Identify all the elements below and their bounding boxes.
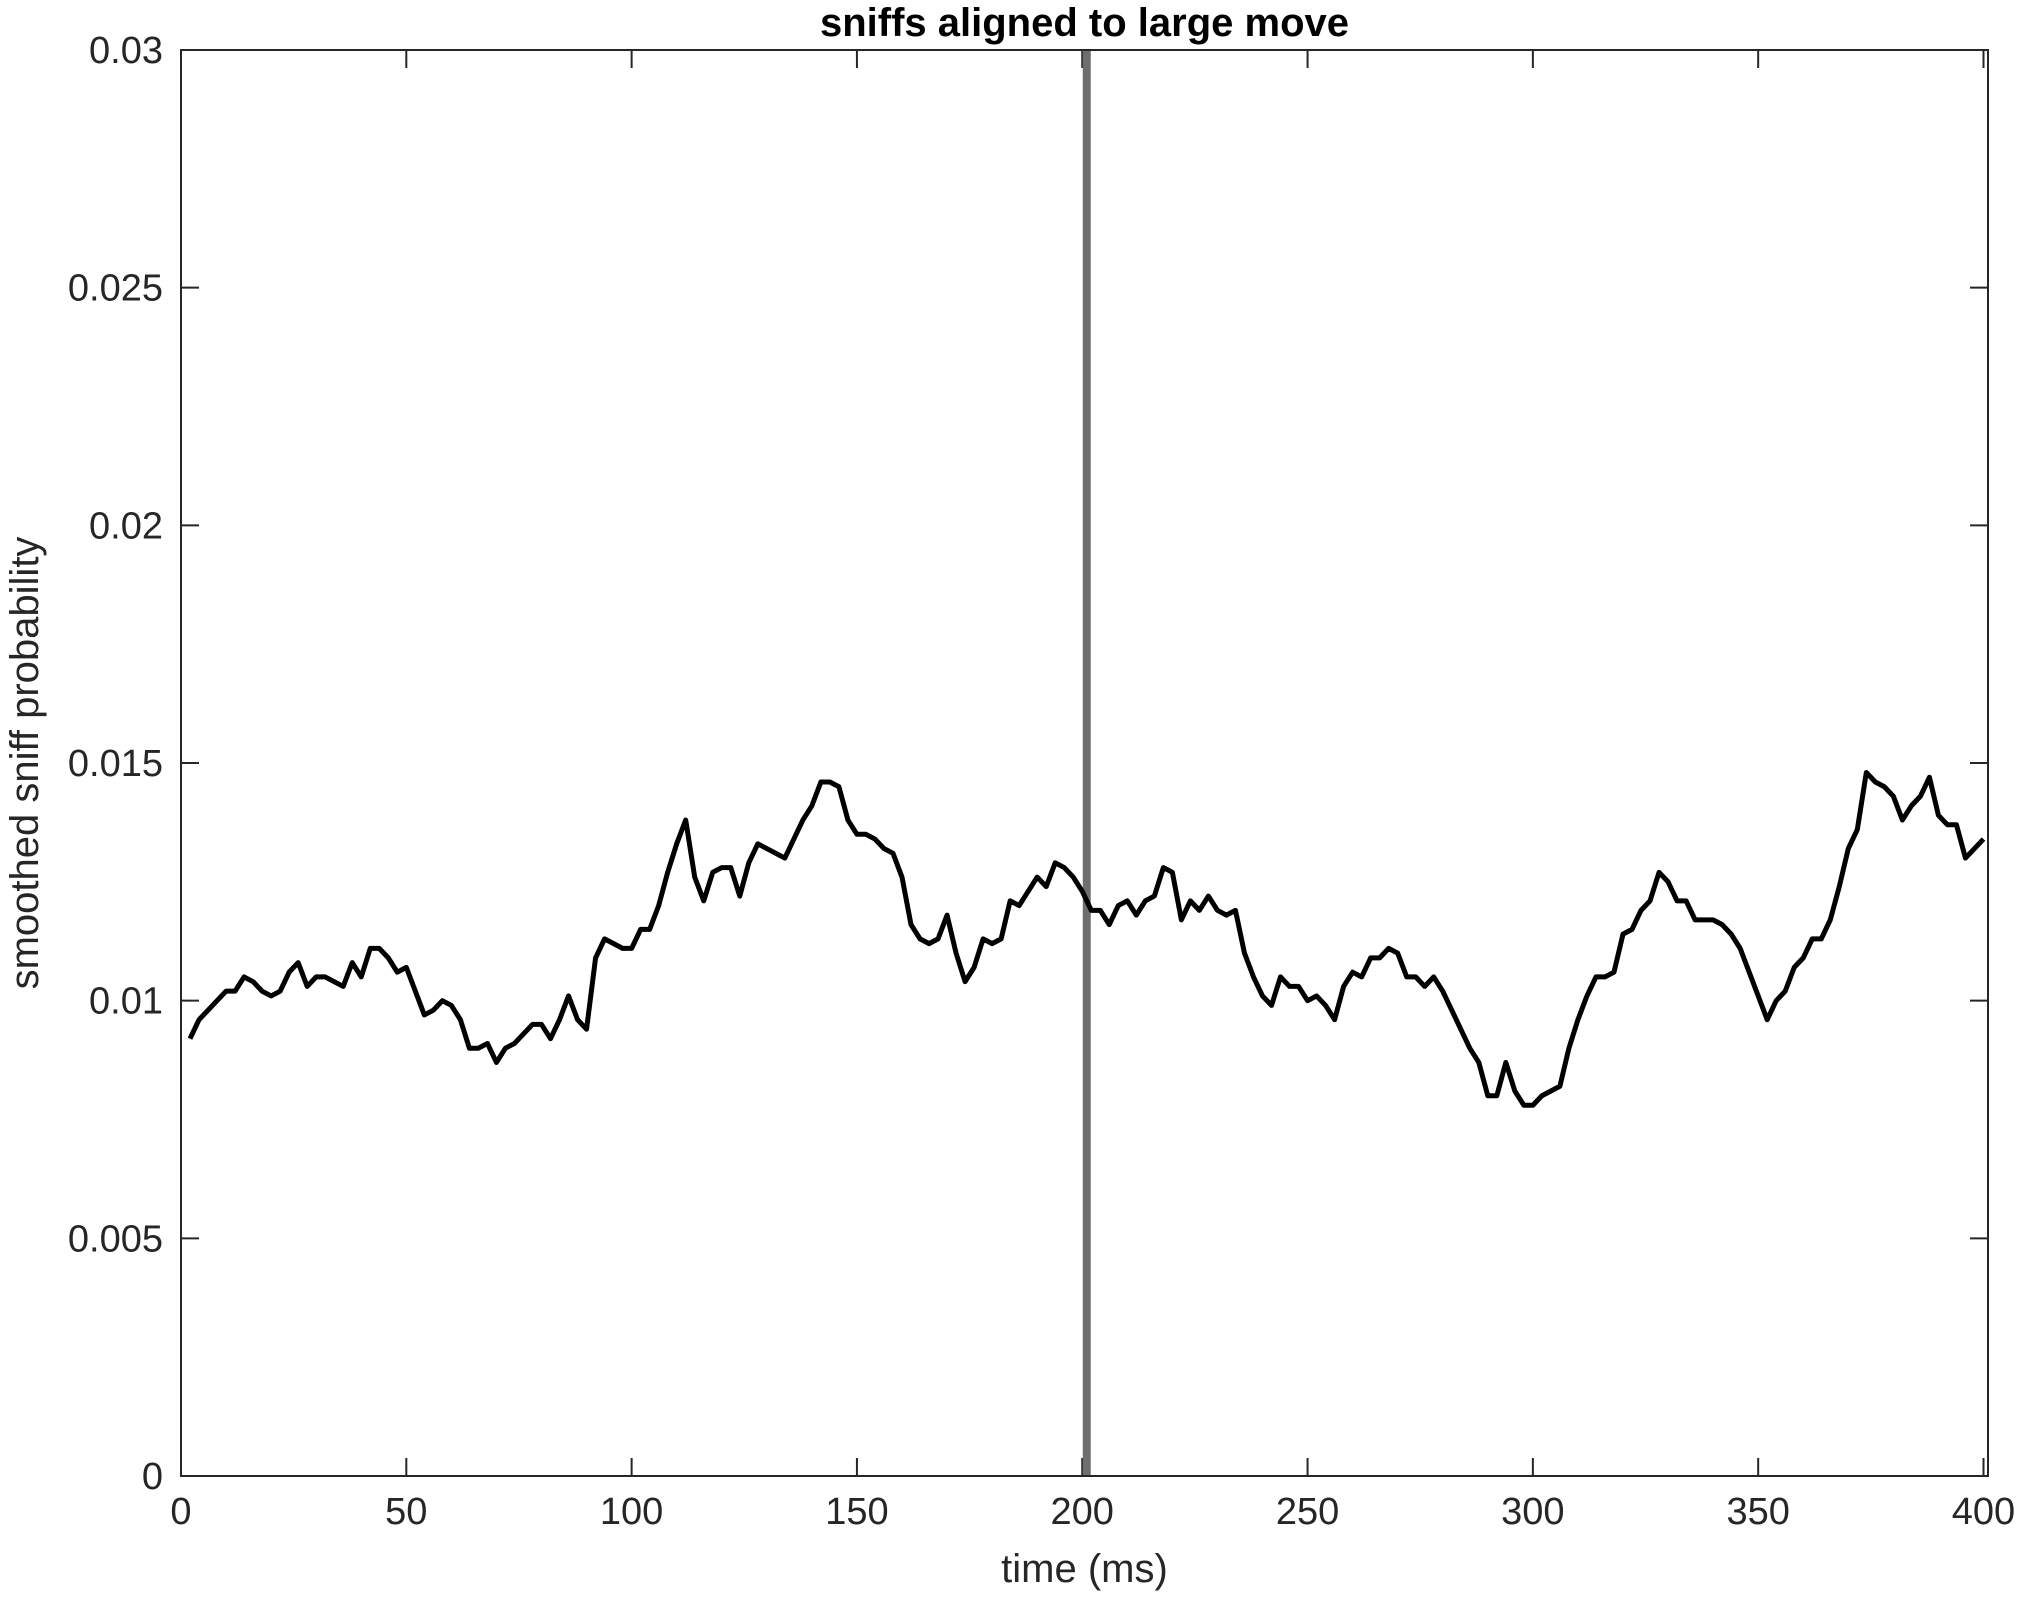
y-tick-label: 0.025 bbox=[68, 268, 163, 310]
axes-box bbox=[180, 49, 1989, 1477]
y-axis-ticks: 0 0.005 0.01 0.015 0.02 0.025 0.03 bbox=[68, 30, 1988, 1498]
y-tick-label: 0.02 bbox=[89, 505, 163, 547]
x-axis-ticks: 0 50 100 150 200 250 300 350 400 bbox=[170, 50, 2015, 1533]
y-tick-label: 0 bbox=[142, 1456, 163, 1498]
x-axis-label: time (ms) bbox=[1001, 1547, 1168, 1591]
y-tick-label: 0.03 bbox=[89, 30, 163, 72]
y-axis-label: smoothed sniff probability bbox=[3, 537, 47, 990]
x-tick-label: 400 bbox=[1952, 1491, 2015, 1533]
x-tick-label: 150 bbox=[825, 1491, 888, 1533]
x-tick-label: 250 bbox=[1276, 1491, 1339, 1533]
x-tick-label: 50 bbox=[385, 1491, 427, 1533]
chart-title: sniffs aligned to large move bbox=[820, 1, 1349, 45]
x-tick-label: 300 bbox=[1501, 1491, 1564, 1533]
x-tick-label: 350 bbox=[1726, 1491, 1789, 1533]
x-tick-label: 100 bbox=[600, 1491, 663, 1533]
y-tick-label: 0.01 bbox=[89, 981, 163, 1023]
y-tick-label: 0.015 bbox=[68, 743, 163, 785]
plot-area: 0 50 100 150 200 250 300 350 400 0 0.005 0.01 0.015… bbox=[68, 30, 2015, 1533]
y-tick-label: 0.005 bbox=[68, 1218, 163, 1260]
series-line bbox=[187, 770, 1986, 1108]
x-tick-label: 0 bbox=[170, 1491, 191, 1533]
x-tick-label: 200 bbox=[1051, 1491, 1114, 1533]
